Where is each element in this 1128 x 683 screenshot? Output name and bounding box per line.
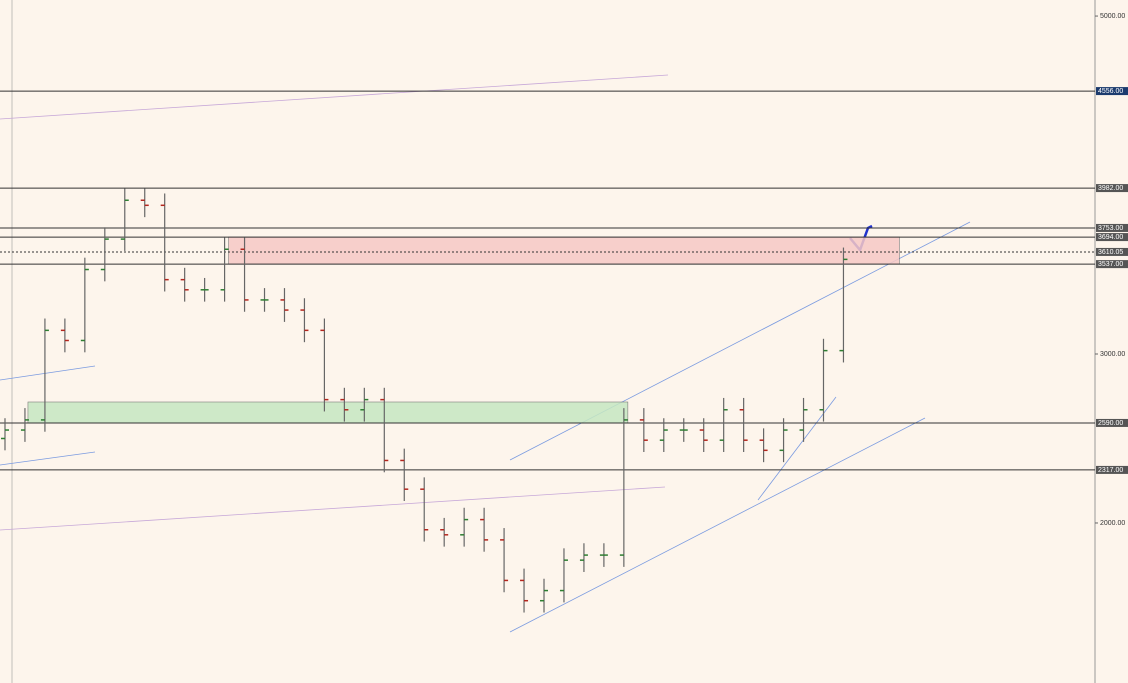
level-label: 2317.00	[1098, 467, 1123, 474]
plot: 4556.00 3982.00 3753.00 3694.00 3610.05 3537.…	[0, 13, 1128, 613]
y-tick-label: 3000.00	[1100, 351, 1125, 358]
level-tag	[1096, 87, 1128, 96]
level-label: 2590.00	[1098, 420, 1123, 427]
trendline	[0, 365, 96, 381]
level-tag	[1096, 223, 1128, 232]
trendline	[0, 451, 96, 466]
level-tag	[1096, 247, 1128, 256]
trendline	[0, 74, 669, 120]
level-tag	[1096, 418, 1128, 427]
trendline	[0, 486, 666, 531]
trendlines	[0, 74, 971, 633]
level-label: 3537.00	[1098, 261, 1123, 268]
level-label: 3982.00	[1098, 185, 1123, 192]
zone	[228, 236, 900, 265]
level-label: 3694.00	[1098, 234, 1123, 241]
trendline	[509, 417, 926, 633]
level-label: 4556.00	[1098, 88, 1123, 95]
level-tag	[1096, 233, 1128, 242]
level-label: 3753.00	[1098, 225, 1123, 232]
zone	[27, 401, 629, 424]
y-tick-label: 5000.00	[1100, 13, 1125, 20]
y-tick-label: 2000.00	[1100, 520, 1125, 527]
trendline	[757, 396, 837, 501]
level-tag	[1096, 260, 1128, 269]
level-tag	[1096, 184, 1128, 193]
level-tag	[1096, 465, 1128, 474]
level-label: 3610.05	[1098, 249, 1123, 256]
